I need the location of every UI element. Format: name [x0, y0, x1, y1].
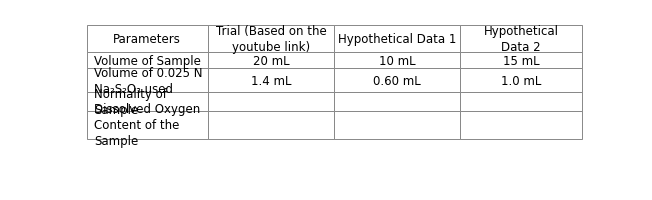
- Bar: [87, 26, 208, 53]
- Bar: [208, 111, 334, 139]
- Text: Parameters: Parameters: [113, 33, 181, 46]
- Bar: [334, 93, 460, 111]
- Bar: [334, 111, 460, 139]
- Bar: [87, 93, 208, 111]
- Bar: [87, 68, 208, 93]
- Text: 20 mL: 20 mL: [253, 54, 289, 67]
- Bar: [208, 68, 334, 93]
- Text: Normality of
Sample: Normality of Sample: [94, 88, 167, 117]
- Bar: [460, 68, 582, 93]
- Text: 0.60 mL: 0.60 mL: [374, 74, 421, 87]
- Bar: [460, 26, 582, 53]
- Bar: [334, 53, 460, 68]
- Bar: [208, 53, 334, 68]
- Bar: [460, 111, 582, 139]
- Text: Volume of Sample: Volume of Sample: [94, 54, 201, 67]
- Text: Dissolved Oxygen
Content of the
Sample: Dissolved Oxygen Content of the Sample: [94, 103, 200, 148]
- Bar: [87, 111, 208, 139]
- Text: 15 mL: 15 mL: [503, 54, 539, 67]
- Text: 1.0 mL: 1.0 mL: [501, 74, 541, 87]
- Bar: [87, 53, 208, 68]
- Bar: [460, 53, 582, 68]
- Bar: [334, 68, 460, 93]
- Bar: [460, 93, 582, 111]
- Text: Volume of 0.025 N
Na₂S₂O₃ used: Volume of 0.025 N Na₂S₂O₃ used: [94, 66, 202, 95]
- Text: 10 mL: 10 mL: [379, 54, 415, 67]
- Bar: [208, 93, 334, 111]
- Bar: [208, 26, 334, 53]
- Bar: [334, 26, 460, 53]
- Text: Trial (Based on the
youtube link): Trial (Based on the youtube link): [216, 25, 327, 54]
- Text: 1.4 mL: 1.4 mL: [251, 74, 291, 87]
- Text: Hypothetical Data 1: Hypothetical Data 1: [338, 33, 456, 46]
- Text: Hypothetical
Data 2: Hypothetical Data 2: [484, 25, 559, 54]
